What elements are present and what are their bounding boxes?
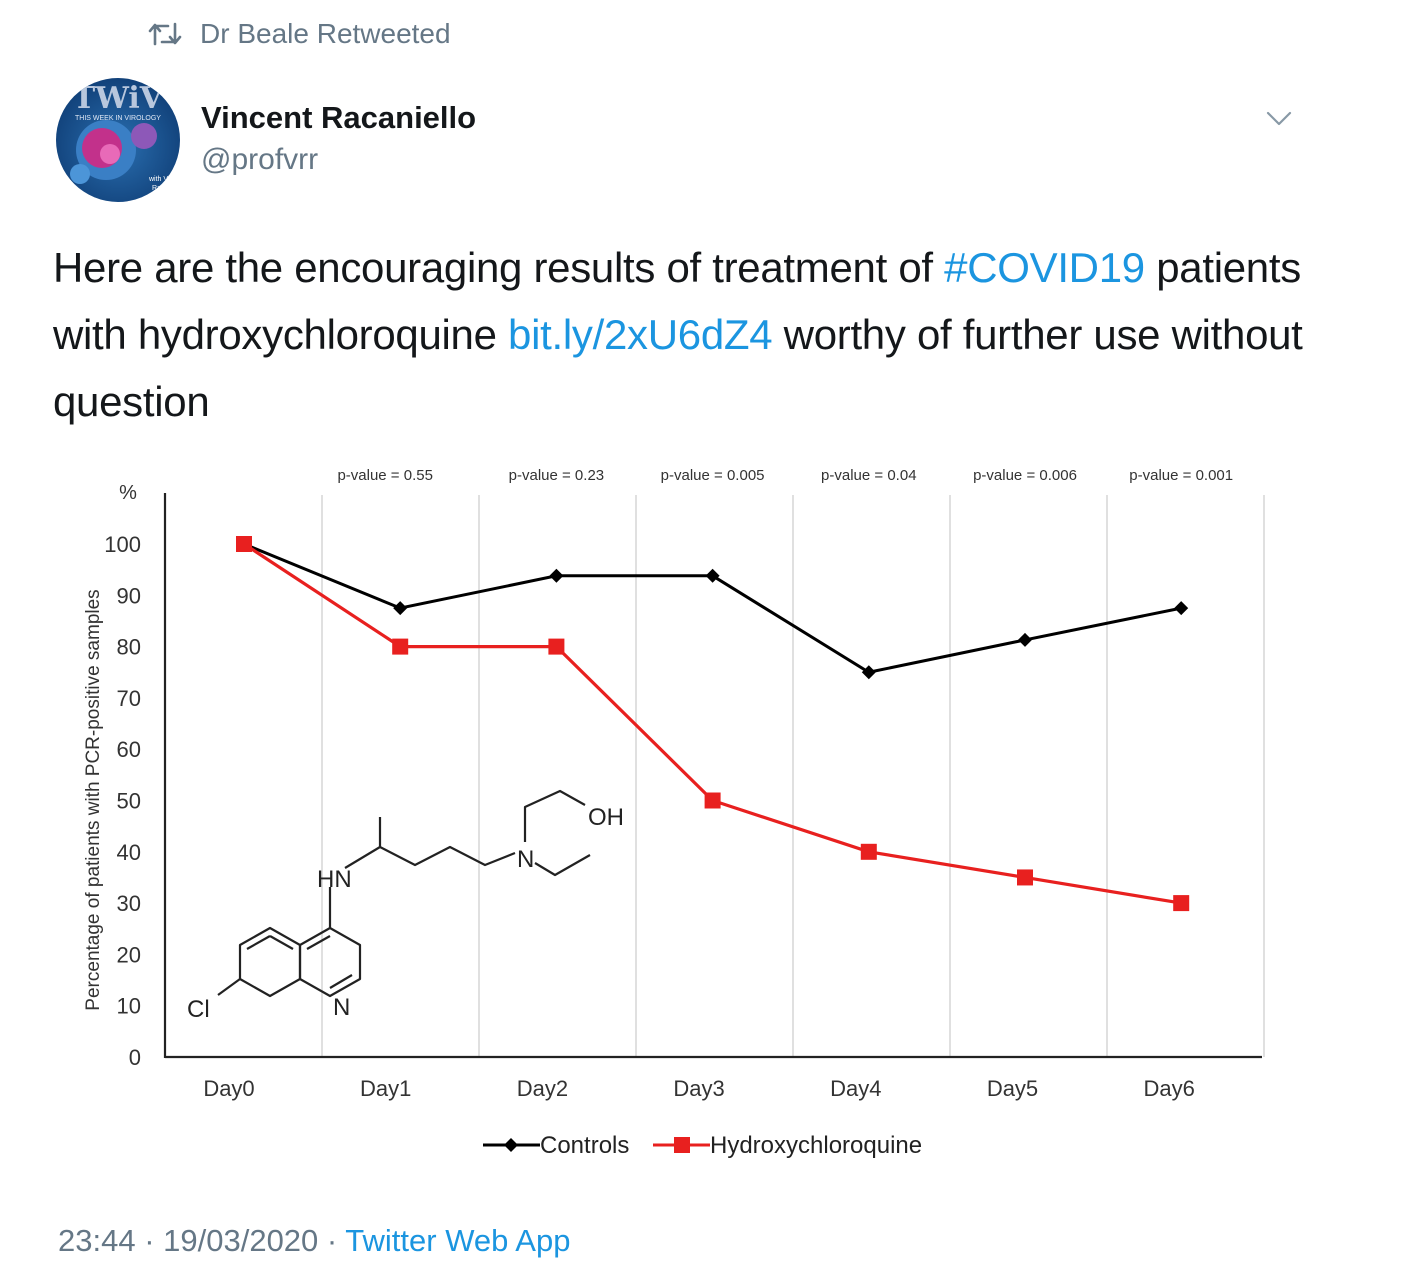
- y-tick-label: 10: [117, 994, 141, 1019]
- data-point-controls: [549, 568, 564, 583]
- virus-graphic: [70, 120, 157, 184]
- p-value-label: p-value = 0.23: [509, 467, 605, 484]
- author-block[interactable]: Vincent Racaniello @profvrr: [201, 96, 476, 180]
- p-value-label: p-value = 0.005: [661, 467, 765, 484]
- data-point-hydroxychloroquine: [860, 843, 877, 860]
- avatar-tagline: THIS WEEK IN VIROLOGY: [75, 115, 161, 122]
- y-tick-label: 70: [117, 686, 141, 711]
- x-tick-label: Day1: [360, 1076, 411, 1101]
- y-axis-title: Percentage of patients with PCR-positive…: [83, 589, 104, 1010]
- data-point-controls: [1174, 601, 1189, 616]
- meta-separator: ·: [318, 1223, 346, 1258]
- tweet-meta: 23:44 · 19/03/2020 · Twitter Web App: [58, 1219, 570, 1263]
- data-point-controls: [1018, 632, 1032, 647]
- url-link[interactable]: bit.ly/2xU6dZ4: [508, 311, 773, 358]
- data-point-hydroxychloroquine: [1173, 895, 1190, 912]
- avatar[interactable]: TWiV THIS WEEK IN VIROLOGY with Vinc Rac…: [56, 78, 180, 202]
- retweet-icon: [148, 22, 182, 46]
- data-point-hydroxychloroquine: [548, 638, 565, 655]
- line-chart: p-value = 0.55 p-value = 0.23 p-value = 0.…: [55, 455, 1290, 1175]
- x-tick-label: Day5: [987, 1076, 1038, 1101]
- data-point-controls: [705, 568, 720, 583]
- x-tick-label: Day6: [1144, 1076, 1195, 1101]
- molecule-label-n-ring: N: [333, 994, 350, 1021]
- y-tick-label: 20: [117, 942, 141, 967]
- y-tick-label: 90: [117, 583, 141, 608]
- y-tick-label: 30: [117, 891, 141, 916]
- x-tick-label: Day2: [517, 1076, 568, 1101]
- p-value-label: p-value = 0.006: [973, 467, 1077, 484]
- data-point-hydroxychloroquine: [1017, 869, 1033, 886]
- avatar-credit-1: with Vinc: [148, 176, 177, 183]
- tweet-media-image[interactable]: p-value = 0.55 p-value = 0.23 p-value = 0.…: [55, 455, 1290, 1175]
- chevron-down-icon[interactable]: [1264, 106, 1294, 130]
- y-tick-label: 60: [117, 737, 141, 762]
- y-tick-label: 40: [117, 840, 141, 865]
- legend-label-controls: Controls: [540, 1132, 629, 1159]
- avatar-logo: TWiV: [73, 81, 164, 116]
- data-point-controls: [861, 665, 876, 680]
- y-tick-label: 100: [104, 532, 141, 557]
- meta-separator: ·: [135, 1223, 164, 1258]
- retweet-context[interactable]: Dr Beale Retweeted: [148, 14, 451, 54]
- x-tick-label: Day4: [830, 1076, 881, 1101]
- avatar-credit-2: Racan: [152, 185, 172, 192]
- tweet-text-part2: patients with hydroxychloroquine: [53, 244, 1301, 358]
- tweet-text: Here are the encouraging results of trea…: [53, 234, 1373, 435]
- data-point-hydroxychloroquine: [392, 638, 409, 655]
- x-tick-label: Day3: [673, 1076, 724, 1101]
- x-tick-label: Day0: [203, 1076, 254, 1101]
- author-handle[interactable]: @profvrr: [201, 143, 319, 176]
- hydroxychloroquine-structure: [217, 789, 591, 998]
- legend-marker-hydroxychloroquine: [674, 1137, 690, 1153]
- author-name[interactable]: Vincent Racaniello: [201, 100, 477, 135]
- legend-label-hydroxychloroquine: Hydroxychloroquine: [710, 1132, 922, 1159]
- p-value-label: p-value = 0.001: [1129, 467, 1233, 484]
- p-value-label: p-value = 0.04: [821, 467, 917, 484]
- molecule-label-n-chain: N: [517, 846, 534, 873]
- hashtag-link[interactable]: #COVID19: [944, 244, 1145, 291]
- data-point-controls: [393, 601, 408, 616]
- tweet-text-part1: Here are the encouraging results of trea…: [53, 244, 945, 291]
- legend-marker-controls: [504, 1138, 518, 1152]
- timestamp[interactable]: 23:44: [58, 1223, 136, 1258]
- molecule-label-oh: OH: [588, 804, 624, 831]
- retweet-label: Dr Beale Retweeted: [200, 18, 451, 49]
- data-point-hydroxychloroquine: [704, 792, 721, 809]
- date[interactable]: 19/03/2020: [163, 1223, 319, 1258]
- y-tick-label: 50: [117, 789, 141, 814]
- p-value-label: p-value = 0.55: [337, 467, 433, 484]
- molecule-label-cl: Cl: [187, 996, 210, 1023]
- y-tick-label: 0: [129, 1045, 141, 1070]
- source-link[interactable]: Twitter Web App: [345, 1223, 571, 1258]
- data-point-hydroxychloroquine: [236, 536, 252, 552]
- y-tick-label: 80: [117, 635, 141, 660]
- molecule-label-hn: HN: [317, 866, 352, 893]
- y-unit-label: %: [119, 482, 137, 504]
- tweet-text-part3: worthy of further use without question: [53, 311, 1303, 425]
